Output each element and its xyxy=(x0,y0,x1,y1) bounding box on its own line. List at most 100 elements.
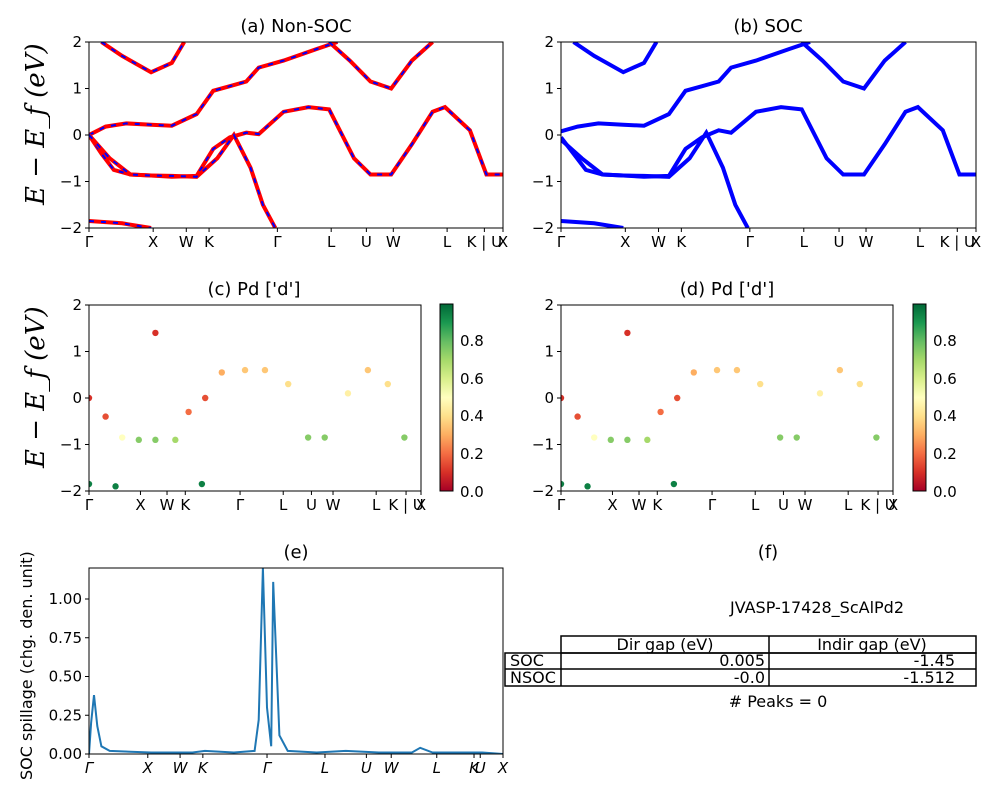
band-line-b-5 xyxy=(800,42,907,91)
ytick-label-b-1: 1 xyxy=(544,80,554,98)
band-line-a-2 xyxy=(89,131,278,228)
proj-point-d-6 xyxy=(657,408,664,416)
ytick-label-a-4: −2 xyxy=(60,219,82,237)
ytick-label-a-2: 0 xyxy=(72,126,82,144)
axes-frame-d xyxy=(560,304,894,492)
ytick-label-c-4: −2 xyxy=(60,482,82,500)
proj-point-c-6 xyxy=(185,408,192,416)
title-b: (b) SOC xyxy=(733,16,802,37)
ytick-label-a-3: −1 xyxy=(60,173,82,191)
band-line-a-dash-5 xyxy=(328,42,434,90)
material-label: JVASP-17428_ScAlPd2 xyxy=(729,598,904,618)
proj-point-d-10 xyxy=(733,366,741,374)
title-e: (e) xyxy=(283,542,308,563)
xtick-label-b-7: W xyxy=(859,233,874,251)
nsoc-dir-gap: -0.0 xyxy=(734,668,765,687)
proj-point-c-3 xyxy=(135,436,142,444)
peaks-count: # Peaks = 0 xyxy=(729,692,828,711)
proj-point-d-0 xyxy=(561,394,565,402)
xtick-label-b-5: L xyxy=(800,233,809,251)
proj-point-d-7 xyxy=(674,394,681,402)
xtick-label-c-9: K | U xyxy=(388,496,423,514)
proj-point-c-19 xyxy=(112,483,119,490)
xtick-label-c-0: Γ xyxy=(85,496,94,514)
colorbar-c xyxy=(439,303,454,492)
xtick-label-a-5: L xyxy=(327,233,336,251)
xtick-label-a-8: L xyxy=(443,233,452,251)
proj-point-d-12 xyxy=(776,434,784,441)
proj-point-c-20 xyxy=(198,480,206,488)
xtick-label-e-11: X xyxy=(497,759,509,777)
cbar-d-tick-04: 0.4 xyxy=(933,407,957,425)
band-line-b-0 xyxy=(561,42,811,134)
xtick-label-d-6: U xyxy=(778,496,789,514)
ytick-label-d-2: 0 xyxy=(544,389,554,407)
ytick-label-c-2: 0 xyxy=(72,389,82,407)
proj-point-d-19 xyxy=(584,483,591,490)
cbar-d-tick-02: 0.2 xyxy=(933,445,957,463)
proj-point-d-14 xyxy=(816,390,824,397)
xtick-label-e-4: Γ xyxy=(263,759,273,777)
xtick-label-c-7: W xyxy=(326,496,341,514)
proj-point-d-4 xyxy=(624,436,631,444)
proj-point-c-7 xyxy=(202,394,209,402)
ytick-label-e-3: 0.25 xyxy=(49,706,82,724)
xtick-label-e-10: U xyxy=(475,759,486,777)
cbar-c-tick-06: 0.6 xyxy=(460,370,484,388)
band-line-a-dash-0 xyxy=(89,42,338,136)
xtick-label-a-1: X xyxy=(148,233,158,251)
ytick-label-c-1: 1 xyxy=(72,343,82,361)
xtick-label-d-3: K xyxy=(652,496,663,514)
proj-point-c-10 xyxy=(261,366,269,374)
xtick-label-d-4: Γ xyxy=(708,496,717,514)
xtick-label-a-3: K xyxy=(204,233,215,251)
ytick-label-a-1: 1 xyxy=(72,80,82,98)
xtick-label-c-8: L xyxy=(372,496,381,514)
ytick-label-b-0: 2 xyxy=(544,33,554,51)
xtick-label-c-2: W xyxy=(160,496,175,514)
xtick-label-e-0: Γ xyxy=(85,759,95,777)
colorbar-c-ticks: 0.8 0.6 0.4 0.2 0.0 xyxy=(460,332,484,501)
cbar-c-tick-08: 0.8 xyxy=(460,332,484,350)
ytick-label-e-2: 0.50 xyxy=(49,668,82,686)
info-panel: JVASP-17428_ScAlPd2 Dir gap (eV) Indir g… xyxy=(504,598,977,711)
xtick-label-c-1: X xyxy=(135,496,145,514)
colorbar-d xyxy=(912,303,927,492)
proj-point-c-2 xyxy=(119,434,126,441)
axes-frame-a xyxy=(88,41,504,229)
band-line-a-1 xyxy=(89,104,503,179)
proj-point-c-14 xyxy=(344,390,352,397)
cbar-d-tick-00: 0.0 xyxy=(933,483,957,501)
xtick-label-b-4: Γ xyxy=(746,233,755,251)
proj-point-c-17 xyxy=(401,434,408,441)
ytick-label-c-0: 2 xyxy=(72,296,82,314)
xtick-label-b-0: Γ xyxy=(557,233,566,251)
xtick-label-d-0: Γ xyxy=(557,496,566,514)
cbar-c-tick-04: 0.4 xyxy=(460,407,484,425)
spillage-line-0 xyxy=(89,568,503,754)
xtick-label-d-5: L xyxy=(751,496,760,514)
band-line-a-dash-1 xyxy=(89,105,503,178)
colorbar-d-ticks: 0.8 0.6 0.4 0.2 0.0 xyxy=(933,332,957,501)
ytick-label-e-4: 0.00 xyxy=(49,745,82,763)
proj-point-c-1 xyxy=(102,413,109,420)
title-c: (c) Pd ['d'] xyxy=(207,279,300,300)
proj-point-d-18 xyxy=(561,480,565,488)
proj-point-c-21 xyxy=(152,329,159,337)
xtick-label-c-5: L xyxy=(279,496,288,514)
xtick-label-b-9: K | U xyxy=(940,233,975,251)
proj-point-c-16 xyxy=(384,380,391,388)
soc-indir-gap: -1.45 xyxy=(914,651,955,670)
xtick-label-d-8: L xyxy=(844,496,853,514)
xtick-label-e-1: X xyxy=(142,759,154,777)
proj-point-d-13 xyxy=(793,434,800,441)
band-line-b-3 xyxy=(561,219,624,228)
ytick-label-e-1: 0.75 xyxy=(49,629,82,647)
band-line-b-4 xyxy=(572,42,659,75)
proj-point-c-18 xyxy=(89,480,93,488)
title-f: (f) xyxy=(758,542,778,563)
proj-point-d-2 xyxy=(591,434,598,441)
soc-dir-gap: 0.005 xyxy=(719,651,765,670)
proj-point-d-15 xyxy=(836,366,844,374)
xtick-label-a-0: Γ xyxy=(85,233,94,251)
